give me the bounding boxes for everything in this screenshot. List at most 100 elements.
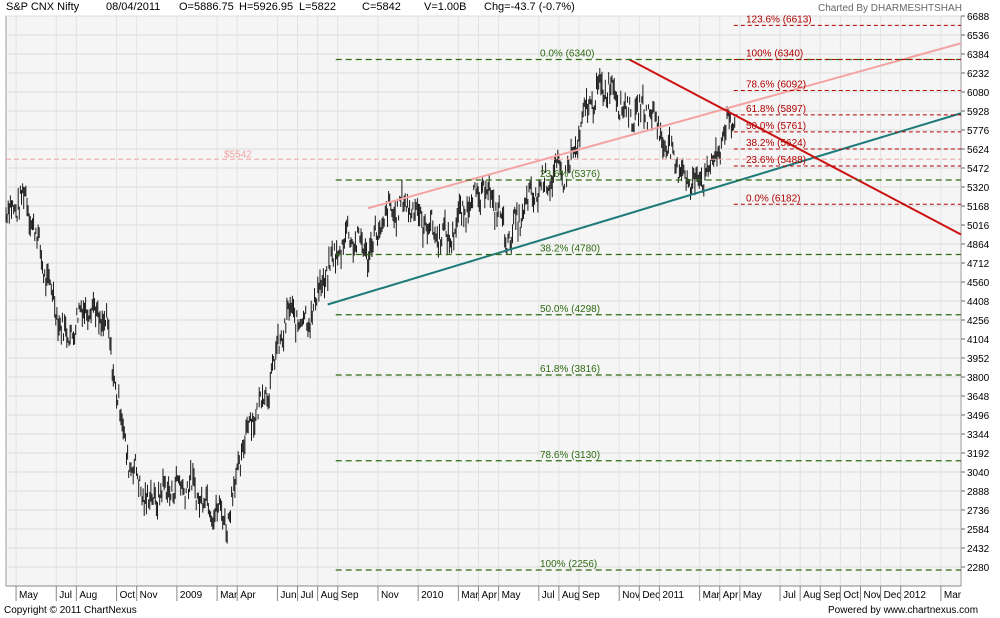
fib-minor-label: 61.8% (5897) [746, 104, 806, 115]
y-tick-label: 4560 [967, 278, 990, 289]
y-tick-label: 4256 [967, 316, 990, 327]
x-tick-label: Mar [944, 590, 962, 601]
overlays: $5542 0.0% (6340) 23.6% (5376) 38.2% (4780)… [6, 14, 962, 571]
x-tick-label: Mar [461, 590, 479, 601]
volume-value: V=1.00B [424, 1, 467, 13]
fib-minor-label: 100% (6340) [746, 49, 803, 60]
fib-major-label: 0.0% (6340) [540, 49, 594, 60]
x-tick-label: 2010 [421, 590, 444, 601]
x-tick-label: Aug [321, 590, 339, 601]
x-tick-label: Sep [823, 590, 841, 601]
y-tick-label: 6232 [967, 69, 990, 80]
x-tick-label: Aug [803, 590, 821, 601]
y-tick-label: 6080 [967, 88, 990, 99]
x-tick-label: Oct [843, 590, 859, 601]
x-tick-label: Jul [301, 590, 314, 601]
fib-minor-label: 23.6% (5488) [746, 155, 806, 166]
y-tick-label: 3648 [967, 392, 990, 403]
close-value: C=5842 [362, 1, 401, 13]
y-tick-label: 2888 [967, 487, 990, 498]
change-value: Chg=-43.7 (-0.7%) [484, 1, 575, 13]
fib-minor-label: 50.0% (5761) [746, 121, 806, 132]
x-tick-label: May [743, 590, 762, 601]
y-tick-label: 5776 [967, 126, 990, 137]
y-tick-label: 5168 [967, 202, 990, 213]
x-tick-label: May [19, 590, 38, 601]
y-tick-label: 5320 [967, 183, 990, 194]
fib-major-label: 61.8% (3816) [540, 364, 600, 375]
y-tick-label: 2736 [967, 506, 990, 517]
chart-title: S&P CNX Nifty [6, 1, 80, 13]
y-tick-label: 4864 [967, 240, 990, 251]
x-tick-label: May [502, 590, 521, 601]
y-tick-label: 3344 [967, 430, 990, 441]
x-tick-label: Aug [562, 590, 580, 601]
y-tick-label: 2280 [967, 563, 990, 574]
copyright-label: Copyright © 2011 ChartNexus [4, 605, 137, 616]
trendline-resistance [367, 42, 962, 210]
x-tick-label: 2011 [662, 590, 684, 601]
x-tick-label: Dec [642, 590, 660, 601]
x-tick-label: Mar [703, 590, 721, 601]
fib-major-label: 23.6% (5376) [540, 169, 600, 180]
fib-minor-label: 0.0% (6182) [746, 193, 800, 204]
date-label: 08/04/2011 [106, 1, 161, 13]
y-axis: 2280 2432 2584 2736 2888 3040 3192 3344 3496 3648… [961, 12, 990, 574]
y-tick-label: 6384 [967, 50, 990, 61]
x-tick-label: 2009 [180, 590, 203, 601]
y-tick-label: 5624 [967, 145, 990, 156]
fib-major-label: 78.6% (3130) [540, 450, 600, 461]
y-tick-label: 3192 [967, 449, 990, 460]
y-tick-label: 4408 [967, 297, 990, 308]
y-tick-label: 4104 [967, 335, 990, 346]
x-tick-label: Oct [120, 590, 136, 601]
price-series [5, 68, 736, 544]
x-tick-label: Apr [240, 590, 256, 601]
x-tick-label: Jul [542, 590, 555, 601]
y-tick-label: 5928 [967, 107, 990, 118]
y-tick-label: 6688 [967, 12, 990, 23]
x-tick-label: Jun [280, 590, 296, 601]
y-tick-label: 2432 [967, 544, 990, 555]
open-value: O=5886.75 [179, 1, 234, 13]
fib-minor-label: 38.2% (5624) [746, 138, 806, 149]
y-tick-label: 6536 [967, 31, 990, 42]
x-tick-label: Dec [884, 590, 902, 601]
trendline-downtrend [628, 58, 962, 236]
y-tick-label: 3952 [967, 354, 990, 365]
x-tick-label: Jul [59, 590, 72, 601]
fib-major-label: 38.2% (4780) [540, 244, 600, 255]
fib-minor-label: 78.6% (6092) [746, 80, 806, 91]
fib-major-label: 50.0% (4298) [540, 304, 600, 315]
x-tick-label: Apr [481, 590, 497, 601]
y-tick-label: 5472 [967, 164, 990, 175]
x-tick-label: Nov [140, 590, 158, 601]
low-value: L=5822 [299, 1, 337, 13]
x-tick-label: Mar [220, 590, 238, 601]
charted-by-label: Charted By DHARMESHTSHAH [818, 3, 962, 14]
grid-lines [6, 15, 961, 586]
x-tick-label: Nov [863, 590, 881, 601]
x-tick-label: Jul [783, 590, 796, 601]
fib-major-label: 100% (2256) [540, 559, 597, 570]
y-tick-label: 3496 [967, 411, 990, 422]
y-tick-label: 3040 [967, 468, 990, 479]
x-tick-label: Nov [622, 590, 640, 601]
price-bars [5, 68, 736, 544]
x-tick-label: Nov [381, 590, 399, 601]
high-value: H=5926.95 [239, 1, 294, 13]
y-tick-label: 5016 [967, 221, 990, 232]
level-label-5542: $5542 [224, 149, 252, 160]
x-tick-label: Sep [341, 590, 359, 601]
x-tick-label: Aug [79, 590, 97, 601]
y-tick-label: 4712 [967, 259, 990, 270]
x-tick-label: Sep [582, 590, 600, 601]
fib-minor-label: 123.6% (6613) [746, 14, 812, 25]
x-tick-label: 2012 [904, 590, 927, 601]
powered-by-link[interactable]: Powered by www.chartnexus.com [828, 605, 979, 616]
y-tick-label: 3800 [967, 373, 990, 384]
x-tick-label: Apr [723, 590, 739, 601]
y-tick-label: 2584 [967, 525, 990, 536]
trendline-support [327, 112, 962, 306]
